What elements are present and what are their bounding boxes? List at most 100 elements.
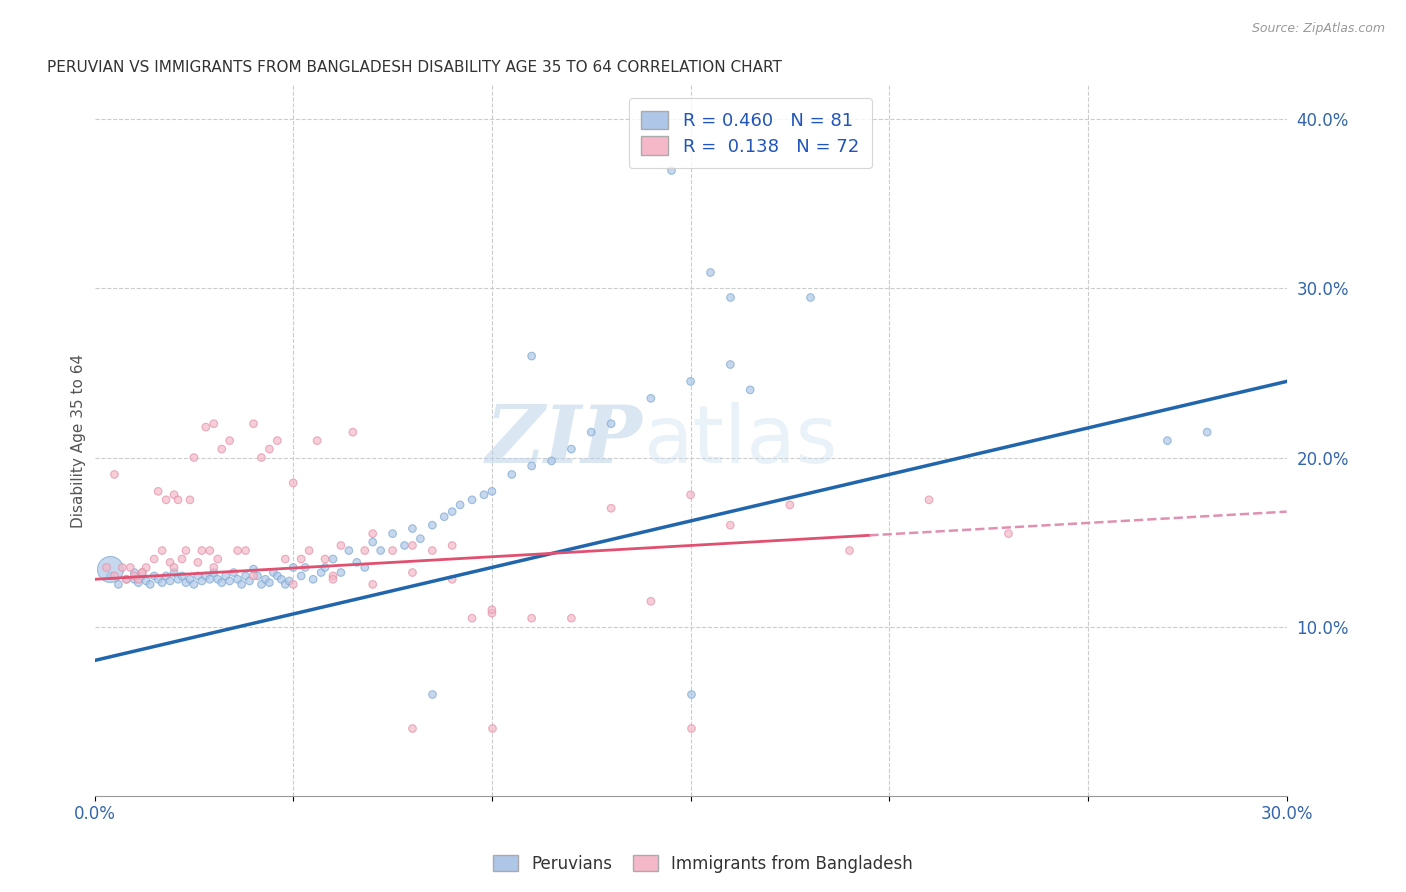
Point: [191, 574, 214, 588]
Text: ZIP: ZIP: [486, 402, 643, 479]
Point: [194, 569, 217, 583]
Point: [246, 569, 269, 583]
Point: [124, 569, 146, 583]
Point: [441, 505, 464, 519]
Point: [167, 572, 190, 586]
Point: [187, 555, 209, 569]
Point: [115, 572, 138, 586]
Point: [560, 442, 582, 456]
Point: [740, 383, 762, 397]
Point: [600, 417, 623, 431]
Point: [254, 572, 277, 586]
Point: [600, 501, 623, 516]
Point: [370, 543, 392, 558]
Point: [143, 569, 166, 583]
Point: [353, 560, 375, 574]
Point: [640, 594, 662, 608]
Point: [679, 721, 702, 735]
Point: [401, 721, 423, 735]
Point: [329, 539, 352, 553]
Point: [207, 572, 229, 586]
Point: [314, 560, 336, 574]
Point: [278, 574, 301, 588]
Point: [170, 552, 193, 566]
Point: [259, 442, 281, 456]
Point: [242, 562, 264, 576]
Legend: R = 0.460   N = 81, R =  0.138   N = 72: R = 0.460 N = 81, R = 0.138 N = 72: [628, 98, 872, 169]
Point: [131, 566, 153, 580]
Point: [207, 552, 229, 566]
Point: [202, 560, 225, 574]
Point: [309, 566, 332, 580]
Point: [342, 425, 364, 439]
Point: [283, 475, 305, 490]
Point: [420, 518, 443, 533]
Point: [997, 526, 1019, 541]
Point: [259, 575, 281, 590]
Point: [420, 687, 443, 701]
Point: [235, 543, 257, 558]
Point: [346, 555, 368, 569]
Text: PERUVIAN VS IMMIGRANTS FROM BANGLADESH DISABILITY AGE 35 TO 64 CORRELATION CHART: PERUVIAN VS IMMIGRANTS FROM BANGLADESH D…: [46, 60, 782, 75]
Point: [1197, 425, 1219, 439]
Point: [501, 467, 523, 482]
Point: [131, 566, 153, 580]
Point: [381, 543, 404, 558]
Point: [155, 569, 177, 583]
Point: [231, 577, 253, 591]
Point: [838, 543, 860, 558]
Point: [167, 492, 190, 507]
Point: [472, 488, 495, 502]
Point: [394, 539, 416, 553]
Point: [242, 569, 264, 583]
Text: atlas: atlas: [643, 401, 838, 480]
Point: [174, 575, 197, 590]
Point: [146, 572, 169, 586]
Point: [235, 569, 257, 583]
Point: [139, 577, 162, 591]
Point: [103, 467, 125, 482]
Point: [779, 498, 801, 512]
Point: [699, 264, 721, 278]
Point: [294, 560, 316, 574]
Point: [266, 569, 288, 583]
Point: [361, 535, 384, 549]
Point: [211, 575, 233, 590]
Point: [481, 484, 503, 499]
Point: [226, 543, 249, 558]
Point: [409, 532, 432, 546]
Point: [718, 518, 741, 533]
Point: [1156, 434, 1178, 448]
Point: [640, 392, 662, 406]
Point: [150, 543, 173, 558]
Point: [202, 566, 225, 580]
Point: [461, 492, 484, 507]
Point: [179, 492, 201, 507]
Point: [150, 575, 173, 590]
Point: [274, 552, 297, 566]
Point: [103, 569, 125, 583]
Point: [218, 574, 240, 588]
Point: [337, 543, 360, 558]
Point: [420, 543, 443, 558]
Point: [198, 572, 221, 586]
Point: [322, 569, 344, 583]
Point: [441, 539, 464, 553]
Y-axis label: Disability Age 35 to 64: Disability Age 35 to 64: [72, 353, 86, 528]
Point: [481, 606, 503, 620]
Point: [155, 492, 177, 507]
Point: [540, 454, 562, 468]
Point: [115, 572, 138, 586]
Point: [135, 574, 157, 588]
Point: [111, 560, 134, 574]
Point: [433, 509, 456, 524]
Point: [218, 434, 240, 448]
Point: [143, 552, 166, 566]
Point: [187, 569, 209, 583]
Point: [481, 603, 503, 617]
Point: [266, 434, 288, 448]
Point: [211, 442, 233, 456]
Point: [163, 488, 186, 502]
Point: [449, 498, 471, 512]
Point: [215, 569, 238, 583]
